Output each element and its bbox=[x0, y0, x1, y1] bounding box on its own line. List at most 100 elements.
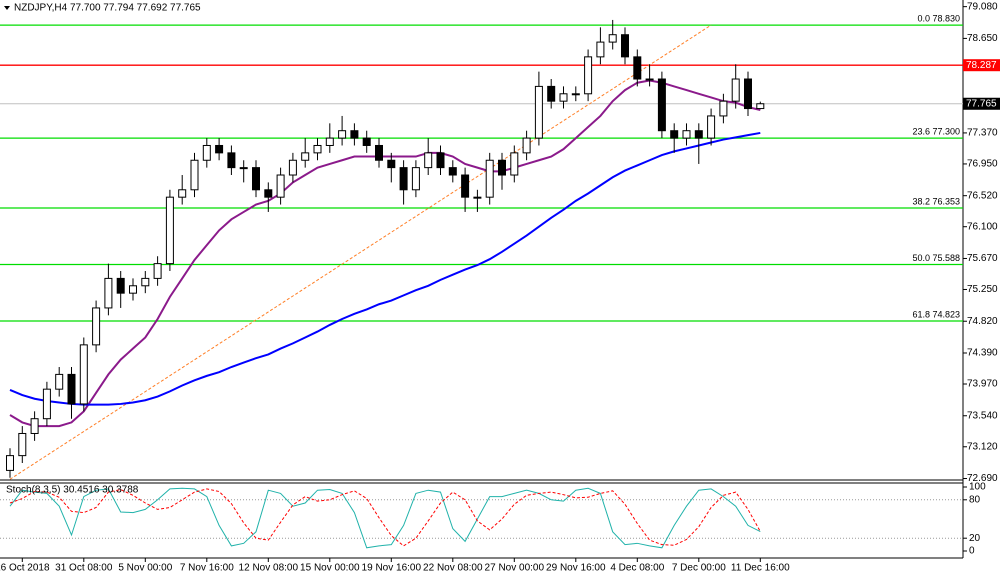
candle-body bbox=[436, 152, 445, 169]
candle-body bbox=[411, 167, 420, 191]
candle-body bbox=[276, 174, 285, 198]
price-tag-label: 77.765 bbox=[966, 98, 997, 109]
fib-label: 0.0 78.830 bbox=[917, 13, 960, 23]
y-tick-label: 74.390 bbox=[967, 348, 998, 359]
y-tick-label: 75.250 bbox=[967, 284, 998, 295]
candle-body bbox=[67, 373, 76, 405]
candle-body bbox=[116, 277, 125, 294]
y-tick-label: 75.670 bbox=[967, 253, 998, 264]
candle-body bbox=[461, 174, 470, 198]
candle-body bbox=[55, 373, 64, 390]
candle-body bbox=[399, 167, 408, 191]
x-tick-label: 11 Dec 16:00 bbox=[731, 563, 790, 574]
y-tick-label: 20 bbox=[969, 533, 981, 544]
candle-body bbox=[731, 78, 740, 102]
candle-body bbox=[190, 159, 199, 191]
stoch-line bbox=[9, 488, 761, 547]
y-tick-label: 76.100 bbox=[967, 221, 998, 232]
candle-body bbox=[141, 277, 150, 287]
fib-label: 38.2 76.353 bbox=[912, 196, 960, 206]
candle-body bbox=[522, 137, 531, 154]
candle-body bbox=[178, 189, 187, 198]
candle-body bbox=[313, 144, 322, 154]
y-tick-label: 78.650 bbox=[967, 33, 998, 44]
x-tick-label: 29 Nov 16:00 bbox=[546, 563, 606, 574]
candle-body bbox=[387, 159, 396, 169]
candle-body bbox=[30, 418, 39, 434]
y-tick-label: 74.820 bbox=[967, 316, 998, 327]
candle-body bbox=[559, 93, 568, 102]
candle-body bbox=[325, 137, 334, 146]
candle-body bbox=[227, 152, 236, 169]
candle-body bbox=[547, 85, 556, 102]
moving-average bbox=[9, 131, 761, 406]
fib-label: 23.6 77.300 bbox=[912, 126, 960, 136]
candle-body bbox=[719, 100, 728, 117]
candle-body bbox=[202, 144, 211, 161]
candle-body bbox=[165, 196, 174, 265]
candle-body bbox=[18, 432, 27, 457]
candle-body bbox=[448, 167, 457, 176]
x-tick-label: 7 Dec 00:00 bbox=[672, 563, 726, 574]
candle-body bbox=[215, 144, 224, 154]
candle-body bbox=[79, 344, 88, 405]
candle-body bbox=[338, 130, 347, 139]
candle-body bbox=[424, 152, 433, 169]
candle-body bbox=[104, 277, 113, 309]
candle-body bbox=[571, 93, 580, 96]
candle-body bbox=[596, 41, 605, 58]
candle-body bbox=[657, 78, 666, 132]
candle-body bbox=[288, 159, 297, 176]
fib-label: 50.0 75.588 bbox=[912, 253, 960, 263]
y-tick-label: 76.950 bbox=[967, 159, 998, 170]
x-tick-label: 7 Nov 16:00 bbox=[180, 563, 234, 574]
x-tick-label: 22 Nov 08:00 bbox=[423, 563, 483, 574]
candle-body bbox=[239, 167, 248, 170]
candle-body bbox=[42, 388, 51, 420]
candle-body bbox=[670, 130, 679, 139]
fib-label: 61.8 74.823 bbox=[912, 309, 960, 319]
y-tick-label: 73.120 bbox=[967, 441, 998, 452]
candle-body bbox=[682, 130, 691, 139]
y-tick-label: 73.970 bbox=[967, 379, 998, 390]
candle-body bbox=[350, 130, 359, 139]
candle-body bbox=[534, 85, 543, 139]
moving-average bbox=[9, 79, 761, 428]
candle-body bbox=[252, 167, 260, 191]
x-tick-label: 27 Nov 00:00 bbox=[485, 563, 545, 574]
x-tick-label: 19 Nov 16:00 bbox=[362, 563, 422, 574]
price-tag bbox=[963, 59, 1000, 72]
y-tick-label: 76.520 bbox=[967, 190, 998, 201]
candle-body bbox=[584, 56, 593, 95]
y-tick-label: 0 bbox=[969, 546, 975, 557]
candle-body bbox=[473, 196, 482, 199]
candle-body bbox=[153, 263, 162, 279]
candle-body bbox=[707, 115, 716, 139]
symbol-header: NZDJPY,H4 77.700 77.794 77.692 77.765 bbox=[14, 3, 201, 14]
x-tick-label: 12 Nov 08:00 bbox=[239, 563, 299, 574]
candle-body bbox=[756, 103, 765, 110]
candle-body bbox=[375, 144, 383, 161]
candle-body bbox=[694, 130, 703, 139]
candle-body bbox=[92, 307, 101, 346]
candle-body bbox=[645, 78, 654, 81]
x-tick-label: 4 Dec 08:00 bbox=[610, 563, 664, 574]
menu-arrow bbox=[4, 6, 10, 10]
y-tick-label: 72.690 bbox=[967, 473, 998, 484]
x-tick-label: 26 Oct 2018 bbox=[0, 563, 50, 574]
candle-body bbox=[6, 455, 14, 471]
y-tick-label: 77.370 bbox=[967, 128, 998, 139]
candle-body bbox=[301, 152, 310, 161]
price-tag-label: 78.287 bbox=[966, 60, 997, 71]
candle-body bbox=[498, 159, 506, 176]
candle-body bbox=[608, 34, 617, 43]
x-tick-label: 15 Nov 00:00 bbox=[300, 563, 360, 574]
y-tick-label: 73.540 bbox=[967, 410, 998, 421]
candle-body bbox=[744, 78, 752, 110]
stoch-title: Stoch(8,3,5) 30.4516 30.3788 bbox=[6, 485, 139, 496]
y-tick-label: 80 bbox=[969, 494, 981, 505]
candle-body bbox=[621, 34, 629, 58]
candle-body bbox=[362, 137, 371, 146]
